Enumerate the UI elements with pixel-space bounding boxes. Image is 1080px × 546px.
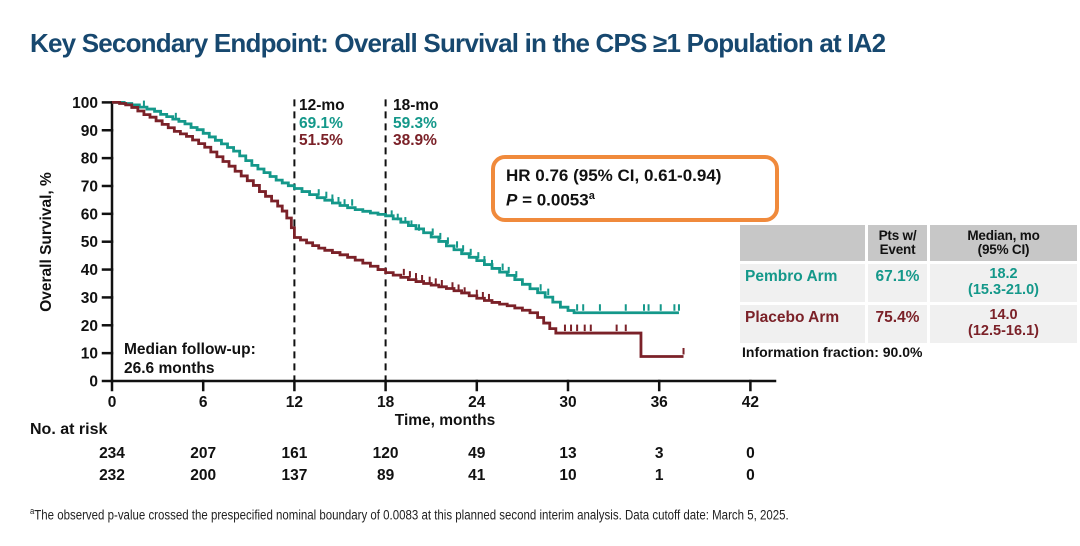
table-row-pembro-median: 18.2 (15.3-21.0)	[930, 264, 1077, 302]
no-at-risk-label: No. at risk	[30, 421, 108, 438]
risk-count: 137	[281, 467, 307, 484]
table-header-pts-event: Pts w/ Event	[868, 225, 927, 261]
risk-count: 120	[373, 445, 399, 462]
x-axis-title: Time, months	[394, 412, 496, 429]
p-value: = 0.0053	[517, 190, 589, 210]
median-followup-note: Median follow-up: 26.6 months	[124, 340, 256, 378]
svg-text:60: 60	[81, 206, 98, 223]
risk-count: 1	[655, 467, 664, 484]
svg-text:42: 42	[742, 394, 759, 411]
risk-count: 234	[99, 445, 125, 462]
risk-row-placebo-arm: 232 200 137 89 41 10 1 0	[99, 467, 755, 484]
risk-count: 3	[655, 445, 664, 462]
median-followup-line1: Median follow-up:	[124, 341, 256, 358]
svg-text:0: 0	[108, 394, 117, 411]
pembro-median-ci: (15.3-21.0)	[968, 281, 1039, 298]
svg-text:12: 12	[286, 394, 303, 411]
median-followup-line2: 26.6 months	[124, 360, 215, 377]
x-tick-labels: 0 6 12 18 24 30 36 42	[108, 394, 759, 411]
svg-text:20: 20	[81, 318, 98, 335]
hazard-ratio-box: HR 0.76 (95% CI, 0.61-0.94) P = 0.0053a	[491, 155, 779, 222]
svg-text:24: 24	[468, 394, 486, 411]
table-row-pembro-label: Pembro Arm	[740, 264, 865, 302]
table-header-median-line1: Median, mo	[967, 227, 1040, 243]
svg-text:80: 80	[81, 151, 98, 168]
svg-text:30: 30	[559, 394, 576, 411]
risk-count: 161	[281, 445, 307, 462]
table-row-placebo-label: Placebo Arm	[740, 305, 865, 343]
risk-count: 200	[190, 467, 216, 484]
censor-marks-placebo-arm	[402, 268, 685, 355]
table-row-placebo-median: 14.0 (12.5-16.1)	[930, 305, 1077, 343]
footnote-marker: a	[30, 506, 35, 516]
risk-count: 89	[377, 467, 395, 484]
svg-text:18: 18	[377, 394, 395, 411]
p-value-text: P = 0.0053a	[506, 186, 764, 211]
svg-text:30: 30	[81, 290, 98, 307]
landmark-18mo-annotation: 18-mo 59.3% 38.9%	[393, 97, 439, 150]
y-axis-title: Overall Survival, %	[38, 172, 55, 312]
p-footnote-marker: a	[588, 190, 595, 202]
footnote: aThe observed p-value crossed the prespe…	[30, 506, 789, 523]
risk-count: 49	[468, 445, 486, 462]
risk-count: 0	[746, 467, 755, 484]
table-row-placebo-events: 75.4%	[868, 305, 927, 343]
svg-text:70: 70	[81, 178, 98, 195]
svg-text:50: 50	[81, 234, 98, 251]
information-fraction-note: Information fraction: 90.0%	[742, 344, 923, 360]
svg-text:0: 0	[89, 374, 98, 391]
p-symbol: P	[506, 190, 518, 210]
pembro-median-value: 18.2	[989, 266, 1018, 282]
landmark-12mo-placebo-value: 51.5%	[299, 132, 343, 149]
footnote-text: The observed p-value crossed the prespec…	[34, 507, 789, 523]
risk-count: 207	[190, 445, 216, 462]
risk-count: 232	[99, 467, 125, 484]
svg-text:100: 100	[72, 95, 98, 112]
svg-text:10: 10	[81, 346, 98, 363]
table-header-median: Median, mo (95% CI)	[930, 225, 1077, 261]
risk-count: 10	[559, 467, 576, 484]
table-header-blank	[740, 225, 865, 261]
risk-count: 0	[746, 445, 755, 462]
svg-text:40: 40	[81, 262, 98, 279]
table-header-pts-line2: Event	[879, 242, 916, 257]
placebo-median-value: 14.0	[989, 307, 1018, 323]
landmark-18mo-label: 18-mo	[393, 97, 439, 114]
svg-text:36: 36	[651, 394, 669, 411]
hazard-ratio-text: HR 0.76 (95% CI, 0.61-0.94)	[506, 166, 722, 185]
landmark-18mo-pembro-value: 59.3%	[393, 114, 437, 132]
risk-count: 41	[468, 467, 486, 484]
svg-text:6: 6	[199, 394, 208, 411]
landmark-12mo-pembro-value: 69.1%	[299, 114, 343, 132]
outcome-summary-table: Pts w/ Event Median, mo (95% CI) Pembro …	[740, 225, 1077, 343]
risk-count: 13	[559, 445, 577, 462]
table-header-pts-line1: Pts w/	[878, 227, 917, 243]
table-row-pembro-events: 67.1%	[868, 264, 927, 302]
landmark-18mo-placebo-value: 38.9%	[393, 132, 437, 149]
landmark-12mo-annotation: 12-mo 69.1% 51.5%	[299, 97, 345, 150]
placebo-median-ci: (12.5-16.1)	[968, 322, 1039, 339]
landmark-12mo-label: 12-mo	[299, 97, 345, 114]
page-title: Key Secondary Endpoint: Overall Survival…	[30, 28, 886, 58]
y-tick-labels: 0 10 20 30 40 50 60 70 80 90 100	[72, 95, 98, 391]
table-header-median-line2: (95% CI)	[977, 242, 1030, 257]
svg-text:90: 90	[81, 123, 98, 140]
risk-row-pembro-arm: 234 207 161 120 49 13 3 0	[99, 445, 755, 462]
